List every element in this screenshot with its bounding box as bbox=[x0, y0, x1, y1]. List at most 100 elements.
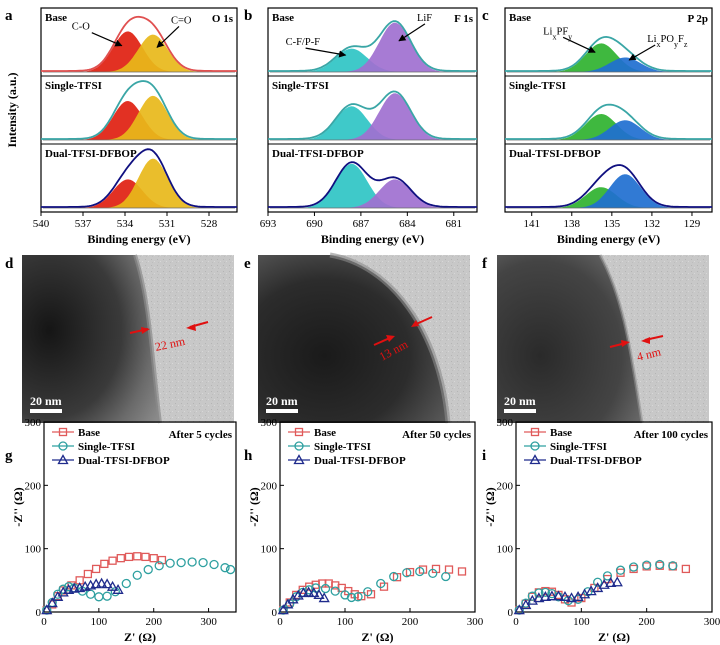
peak-label: LixPOyFz bbox=[647, 34, 688, 49]
cycle-annotation: After 100 cycles bbox=[634, 429, 709, 441]
y-tick-label: 100 bbox=[261, 544, 278, 556]
envelope-curve bbox=[268, 161, 477, 208]
data-point bbox=[198, 557, 208, 568]
data-point bbox=[302, 586, 315, 597]
x-tick-label: 528 bbox=[201, 218, 218, 230]
x-tick-label: 693 bbox=[260, 218, 277, 230]
data-point bbox=[513, 604, 525, 615]
cei-thickness-label: 22 nm bbox=[154, 334, 187, 354]
tem-cei-layer bbox=[133, 254, 162, 424]
data-point bbox=[540, 587, 551, 598]
data-point bbox=[225, 564, 236, 575]
x-tick-label: 0 bbox=[277, 616, 283, 628]
y-tick-label: 300 bbox=[25, 417, 42, 429]
data-point bbox=[593, 577, 603, 587]
envelope-curve bbox=[41, 148, 237, 208]
peak-label-arrow bbox=[305, 47, 347, 58]
data-point bbox=[534, 588, 544, 598]
envelope-curve bbox=[505, 164, 712, 208]
data-point bbox=[402, 568, 412, 578]
envelope-curve bbox=[41, 80, 237, 140]
data-point bbox=[318, 592, 330, 603]
data-point bbox=[100, 559, 109, 569]
data-point bbox=[41, 604, 53, 615]
x-tick-label: 200 bbox=[402, 616, 419, 628]
data-point bbox=[389, 571, 399, 582]
x-tick-label: 100 bbox=[91, 616, 108, 628]
eis-panel-i: i 0 100 200 300 0 100 200 300 Z' (Ω) -Z'' (Ω) After… bbox=[482, 417, 720, 644]
data-point bbox=[379, 582, 389, 591]
data-point bbox=[165, 558, 175, 568]
fitted-peak bbox=[505, 57, 712, 72]
legend-label: Dual-TFSI-DFBOP bbox=[550, 455, 642, 467]
data-point bbox=[102, 591, 112, 601]
data-point bbox=[91, 564, 101, 574]
data-point bbox=[681, 564, 691, 574]
data-point bbox=[428, 568, 438, 579]
panel-letter-a: a bbox=[5, 8, 13, 24]
tem-particle bbox=[22, 255, 160, 423]
x-tick-label: 0 bbox=[41, 616, 47, 628]
fitted-peak bbox=[268, 179, 477, 208]
legend-marker bbox=[57, 454, 69, 465]
data-point bbox=[132, 570, 142, 580]
x-tick-label: 684 bbox=[399, 218, 416, 230]
data-point bbox=[308, 587, 320, 598]
legend-marker bbox=[58, 427, 68, 437]
peak-label: C-O bbox=[72, 22, 91, 33]
data-point bbox=[457, 567, 467, 576]
eis-panel-g: g 0 100 200 300 0 100 200 300 Z' (Ω) -Z'' (Ω) After… bbox=[5, 417, 237, 644]
tem-arrowhead bbox=[411, 320, 419, 327]
data-point bbox=[598, 578, 610, 589]
y-tick-label: 200 bbox=[25, 480, 42, 492]
data-point bbox=[112, 584, 124, 594]
panel-letter-c: c bbox=[482, 8, 489, 24]
y-tick-label: 100 bbox=[497, 544, 514, 556]
peak-label-arrow bbox=[398, 23, 426, 42]
fitted-peak bbox=[505, 43, 712, 72]
data-point bbox=[521, 598, 531, 608]
peak-label: C-F/P-F bbox=[286, 37, 321, 48]
x-axis-label: Z' (Ω) bbox=[124, 630, 156, 644]
legend-label: Base bbox=[550, 427, 572, 439]
data-point bbox=[628, 562, 639, 572]
cei-thickness-label: 4 nm bbox=[635, 344, 663, 364]
data-point bbox=[415, 566, 425, 577]
y-tick-label: 200 bbox=[497, 480, 514, 492]
data-point bbox=[277, 604, 289, 615]
data-point bbox=[533, 592, 545, 603]
legend-label: Base bbox=[314, 427, 336, 439]
x-tick-label: 132 bbox=[644, 218, 661, 230]
y-tick-label: 0 bbox=[272, 607, 278, 619]
x-tick-label: 0 bbox=[513, 616, 519, 628]
row-label: Single-TFSI bbox=[45, 80, 102, 92]
row-label: Single-TFSI bbox=[272, 80, 329, 92]
data-point bbox=[313, 589, 325, 600]
scale-bar bbox=[266, 409, 298, 413]
x-axis-label: Z' (Ω) bbox=[362, 630, 394, 644]
data-point bbox=[282, 598, 294, 609]
tem-panel-d: d 22 nm 20 nm bbox=[5, 254, 234, 424]
eis-panel-h: h 0 100 200 300 0 100 200 300 Z' (Ω) -Z'' (Ω) After… bbox=[244, 417, 484, 644]
scale-bar-label: 20 nm bbox=[266, 394, 298, 408]
data-point bbox=[539, 590, 552, 601]
legend-label: Single-TFSI bbox=[550, 441, 607, 453]
plot-frame bbox=[267, 7, 478, 213]
cycle-annotation: After 50 cycles bbox=[402, 429, 472, 441]
row-label: Single-TFSI bbox=[509, 80, 566, 92]
data-point bbox=[149, 554, 158, 563]
row-label: Base bbox=[509, 12, 531, 24]
data-point bbox=[101, 578, 113, 589]
x-tick-label: 200 bbox=[145, 616, 162, 628]
data-point bbox=[46, 597, 58, 608]
data-point bbox=[559, 590, 571, 601]
scale-bar bbox=[30, 409, 62, 413]
peak-label-arrow bbox=[562, 36, 596, 53]
legend-marker bbox=[529, 454, 541, 465]
data-point bbox=[602, 571, 613, 581]
y-tick-label: 0 bbox=[508, 607, 514, 619]
data-point bbox=[668, 561, 678, 571]
data-point bbox=[346, 592, 357, 603]
x-tick-label: 141 bbox=[523, 218, 540, 230]
